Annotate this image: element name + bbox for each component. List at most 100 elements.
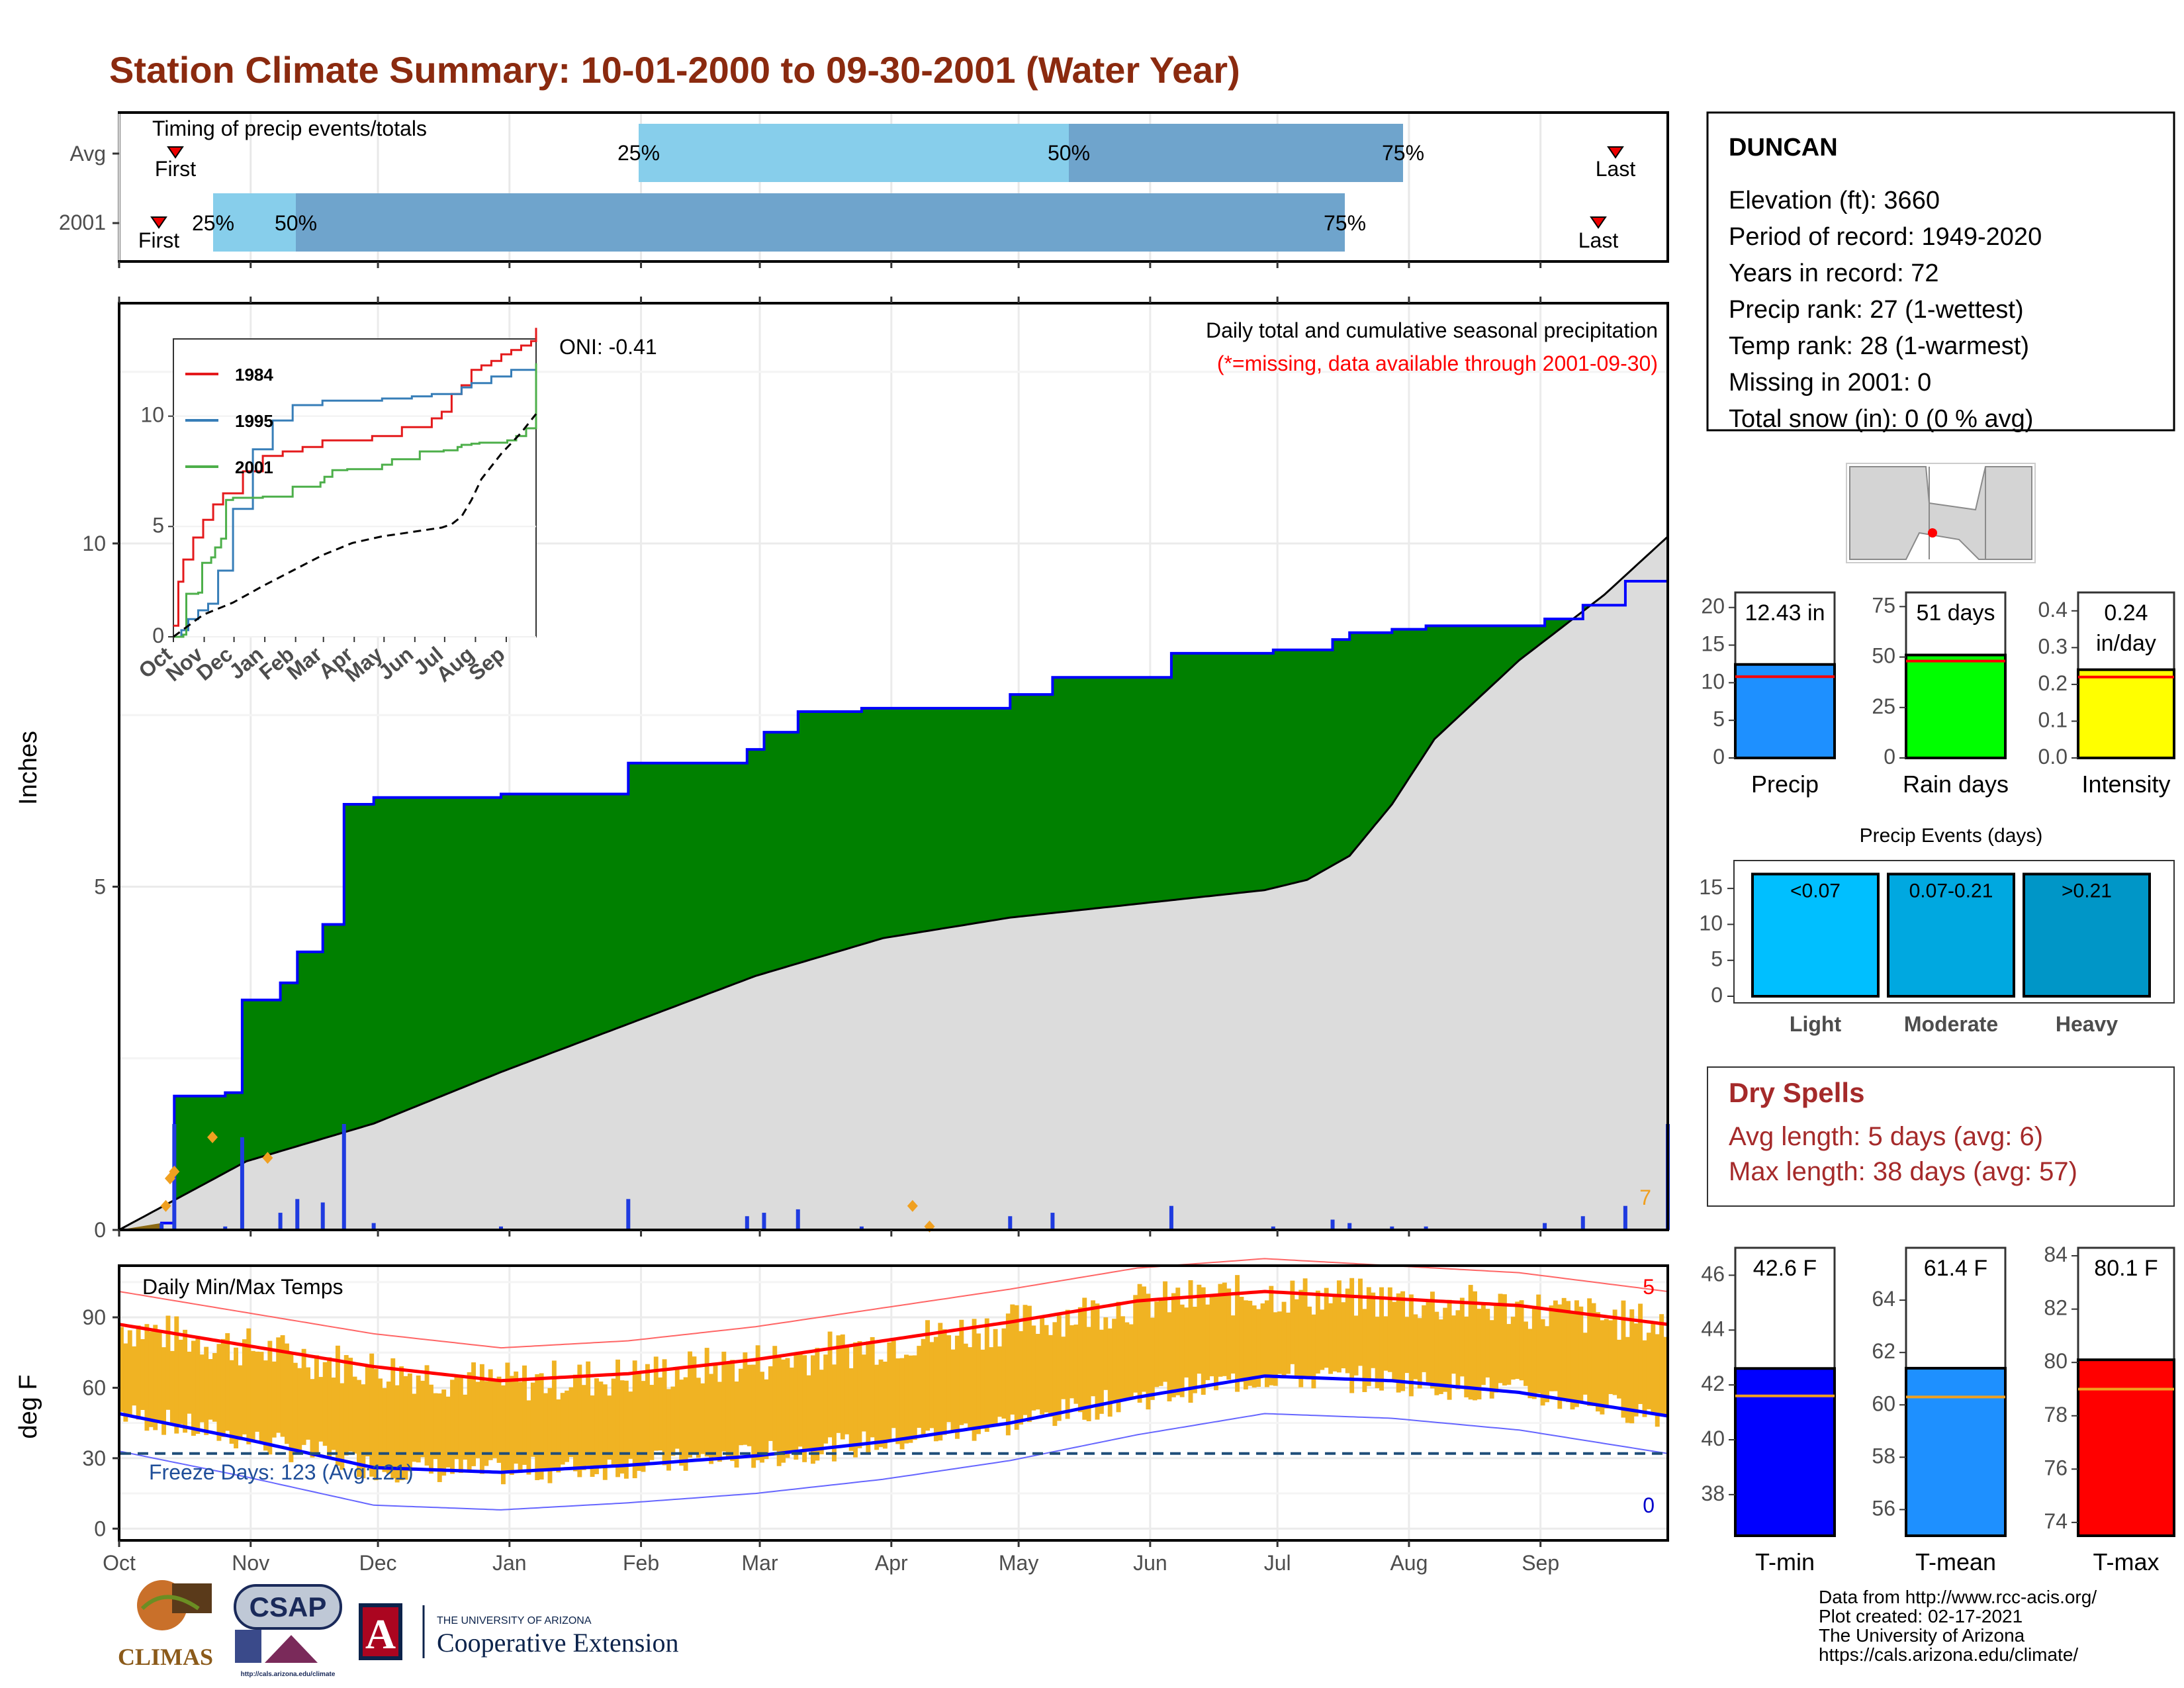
daily-temp-bar bbox=[1197, 1284, 1202, 1374]
events-y-tick: 5 bbox=[1711, 947, 1723, 971]
precip-events-title: Precip Events (days) bbox=[1860, 825, 2043, 847]
precip-total-bar: 0 5 10 15 20 12.43 in Precip bbox=[1701, 591, 1836, 798]
station-name: DUNCAN bbox=[1729, 134, 1838, 162]
month-tick-label: Aug bbox=[1390, 1551, 1428, 1575]
daily-precip-bar bbox=[159, 1223, 164, 1230]
daily-precip-bar bbox=[626, 1199, 631, 1230]
inset-cumulative-chart: 0510OctNovDecJanFebMarAprMayJunJulAugSep… bbox=[134, 328, 537, 686]
daily-temp-bar bbox=[1235, 1275, 1240, 1392]
daily-temp-bar bbox=[1578, 1306, 1584, 1401]
mini-y-tick: 76 bbox=[2044, 1456, 2068, 1479]
daily-temp-bar bbox=[471, 1362, 477, 1466]
daily-temp-bar bbox=[734, 1381, 739, 1468]
2001-timing-bar-light bbox=[213, 193, 296, 252]
avg-timing-bar-light bbox=[639, 124, 1069, 182]
intensity-bar: 0.0 0.1 0.2 0.3 0.4 0.24 in/day Intensity bbox=[2038, 591, 2175, 798]
inset-legend-1995: 1995 bbox=[235, 411, 273, 431]
daily-temp-bar bbox=[250, 1350, 255, 1441]
daily-temp-bar bbox=[1001, 1328, 1007, 1419]
daily-temp-bar bbox=[670, 1386, 676, 1456]
daily-temp-bar bbox=[1073, 1324, 1079, 1404]
daily-temp-bar bbox=[458, 1377, 463, 1474]
daily-temp-bar bbox=[399, 1366, 404, 1481]
daily-temp-bar bbox=[454, 1376, 459, 1460]
daily-temp-bar bbox=[743, 1352, 748, 1445]
cold-count-label: 0 bbox=[1643, 1493, 1655, 1517]
daily-temp-bar bbox=[1510, 1317, 1516, 1380]
daily-temp-bar bbox=[220, 1338, 226, 1437]
daily-temp-bar bbox=[1026, 1305, 1032, 1423]
daily-temp-bar bbox=[1480, 1302, 1486, 1385]
value-label: 51 days bbox=[1916, 600, 1995, 626]
daily-temp-bar bbox=[1642, 1340, 1647, 1417]
precip-panel: 0 5 10 Inches Daily total and cumulative s… bbox=[15, 297, 1670, 1242]
2001-first-marker bbox=[150, 216, 167, 229]
daily-temp-bar bbox=[946, 1335, 952, 1423]
daily-temp-bar bbox=[683, 1377, 688, 1471]
daily-temp-bar bbox=[157, 1330, 162, 1422]
daily-temp-bar bbox=[1103, 1317, 1109, 1390]
daily-temp-bar bbox=[132, 1346, 137, 1406]
daily-temp-bar bbox=[195, 1337, 201, 1434]
daily-temp-bar bbox=[1192, 1307, 1197, 1393]
tmean-bar: 56 58 60 62 64 61.4 F T-mean bbox=[1872, 1246, 2007, 1575]
dry-spells-box: Dry Spells Avg length: 5 days (avg: 6) M… bbox=[1707, 1066, 2175, 1207]
daily-temp-bar bbox=[976, 1333, 981, 1434]
daily-temp-bar bbox=[938, 1323, 943, 1441]
daily-temp-bar bbox=[1621, 1300, 1626, 1418]
mini-y-tick: 0 bbox=[1713, 745, 1725, 769]
daily-temp-bar bbox=[445, 1396, 451, 1468]
daily-temp-bar bbox=[1188, 1280, 1193, 1403]
daily-temp-bar bbox=[1443, 1307, 1448, 1392]
daily-temp-bar bbox=[424, 1365, 430, 1466]
daily-temp-bar bbox=[1371, 1292, 1376, 1368]
avg-last-marker bbox=[1607, 146, 1624, 159]
daily-temp-bar bbox=[1540, 1319, 1545, 1406]
ua-big-text: Cooperative Extension bbox=[437, 1628, 678, 1658]
daily-temp-bar bbox=[1150, 1317, 1155, 1400]
daily-temp-bar bbox=[212, 1352, 217, 1422]
daily-temp-bar bbox=[1040, 1316, 1045, 1415]
daily-precip-bar bbox=[1169, 1205, 1173, 1230]
daily-temp-bar bbox=[1553, 1300, 1558, 1391]
station-info-line: Missing in 2001: 0 bbox=[1729, 369, 1931, 397]
daily-temp-bar bbox=[479, 1364, 484, 1474]
daily-temp-bar bbox=[1591, 1303, 1596, 1407]
daily-temp-bar bbox=[1281, 1301, 1287, 1377]
oni-label: ONI: -0.41 bbox=[559, 335, 657, 359]
mini-y-tick: 80 bbox=[2044, 1349, 2068, 1373]
inset-y-tick: 0 bbox=[152, 624, 164, 647]
daily-temp-bar bbox=[1345, 1288, 1350, 1374]
mini-y-tick: 62 bbox=[1872, 1339, 1895, 1363]
daily-temp-bar bbox=[1226, 1288, 1232, 1380]
daily-temp-bar bbox=[882, 1361, 887, 1449]
daily-temp-bar bbox=[717, 1382, 722, 1462]
daily-temp-bar bbox=[306, 1367, 310, 1440]
daily-temp-bar bbox=[590, 1395, 595, 1477]
daily-temp-bar bbox=[565, 1390, 570, 1462]
daily-temp-bar bbox=[674, 1366, 680, 1449]
daily-temp-bar bbox=[904, 1354, 909, 1444]
daily-temp-bar bbox=[1459, 1297, 1465, 1377]
daily-temp-bar bbox=[870, 1336, 875, 1438]
inset-y-tick: 10 bbox=[140, 403, 164, 427]
timing-row-avg: Avg bbox=[69, 142, 106, 165]
daily-temp-bar bbox=[327, 1357, 332, 1458]
daily-temp-bar bbox=[1099, 1329, 1104, 1414]
daily-temp-bar bbox=[1230, 1315, 1236, 1374]
events-y-tick: 0 bbox=[1711, 983, 1723, 1007]
daily-temp-bar bbox=[1379, 1287, 1384, 1391]
daily-temp-bar bbox=[1600, 1320, 1605, 1415]
climas-logo: CLIMAS bbox=[118, 1580, 213, 1670]
daily-temp-bar bbox=[412, 1393, 417, 1462]
daily-temp-bar bbox=[823, 1354, 829, 1444]
climas-text: CLIMAS bbox=[118, 1644, 213, 1670]
daily-temp-bar bbox=[1201, 1287, 1206, 1395]
daily-temp-bar bbox=[1633, 1323, 1639, 1417]
category-label: Rain days bbox=[1903, 771, 2009, 798]
daily-temp-bar bbox=[1362, 1309, 1367, 1392]
daily-temp-bar bbox=[1608, 1320, 1614, 1394]
daily-temp-bar bbox=[704, 1348, 709, 1457]
daily-temp-bar bbox=[169, 1350, 175, 1426]
avg-p25: 25% bbox=[617, 141, 660, 165]
